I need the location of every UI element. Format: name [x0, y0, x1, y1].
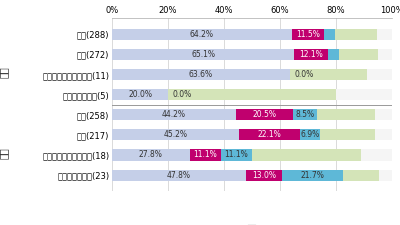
Bar [246, 170, 282, 181]
Bar [293, 109, 317, 120]
Bar [361, 149, 392, 160]
Bar [190, 149, 221, 160]
Text: 65.1%: 65.1% [191, 50, 215, 59]
Text: 男性: 男性 [0, 66, 9, 78]
Bar [317, 109, 376, 120]
Bar [300, 129, 320, 140]
Bar [112, 89, 168, 100]
Bar [112, 109, 236, 120]
Bar [112, 29, 292, 40]
Bar [320, 129, 375, 140]
Legend: 続ける, 両立しやすい仕事に変える, 仕事をやめて介護に専念する, わからない, 無回答: 続ける, 両立しやすい仕事に変える, 仕事をやめて介護に専念する, わからない,… [38, 221, 275, 225]
Bar [252, 149, 361, 160]
Text: 女性: 女性 [0, 147, 9, 159]
Text: 20.5%: 20.5% [252, 110, 276, 119]
Text: 12.1%: 12.1% [299, 50, 323, 59]
Text: 27.8%: 27.8% [139, 151, 163, 160]
Bar [112, 149, 190, 160]
Text: 47.8%: 47.8% [167, 171, 191, 180]
Bar [236, 109, 293, 120]
Bar [380, 170, 392, 181]
Bar [376, 109, 392, 120]
Text: 11.5%: 11.5% [296, 30, 320, 39]
Text: 11.1%: 11.1% [194, 151, 217, 160]
Text: 20.0%: 20.0% [128, 90, 152, 99]
Text: 6.9%: 6.9% [300, 130, 320, 139]
Bar [336, 89, 392, 100]
Bar [112, 69, 290, 80]
Text: 21.7%: 21.7% [301, 171, 324, 180]
Text: 22.1%: 22.1% [258, 130, 281, 139]
Bar [324, 29, 334, 40]
Bar [294, 49, 328, 60]
Bar [112, 49, 294, 60]
Bar [112, 129, 238, 140]
Bar [292, 29, 324, 40]
Bar [334, 29, 378, 40]
Bar [328, 49, 338, 60]
Bar [375, 129, 392, 140]
Text: 63.6%: 63.6% [189, 70, 213, 79]
Text: 8.5%: 8.5% [296, 110, 315, 119]
Bar [168, 89, 336, 100]
Bar [282, 170, 343, 181]
Text: 44.2%: 44.2% [162, 110, 186, 119]
Text: 11.1%: 11.1% [224, 151, 248, 160]
Bar [343, 170, 380, 181]
Text: 45.2%: 45.2% [163, 130, 187, 139]
Text: 0.0%: 0.0% [172, 90, 192, 99]
Bar [338, 49, 378, 60]
Text: 64.2%: 64.2% [190, 30, 214, 39]
Bar [378, 29, 392, 40]
Text: 13.0%: 13.0% [252, 171, 276, 180]
Bar [238, 129, 300, 140]
Bar [221, 149, 252, 160]
Bar [290, 69, 366, 80]
Bar [112, 170, 246, 181]
Text: 0.0%: 0.0% [294, 70, 314, 79]
Bar [366, 69, 392, 80]
Bar [378, 49, 392, 60]
